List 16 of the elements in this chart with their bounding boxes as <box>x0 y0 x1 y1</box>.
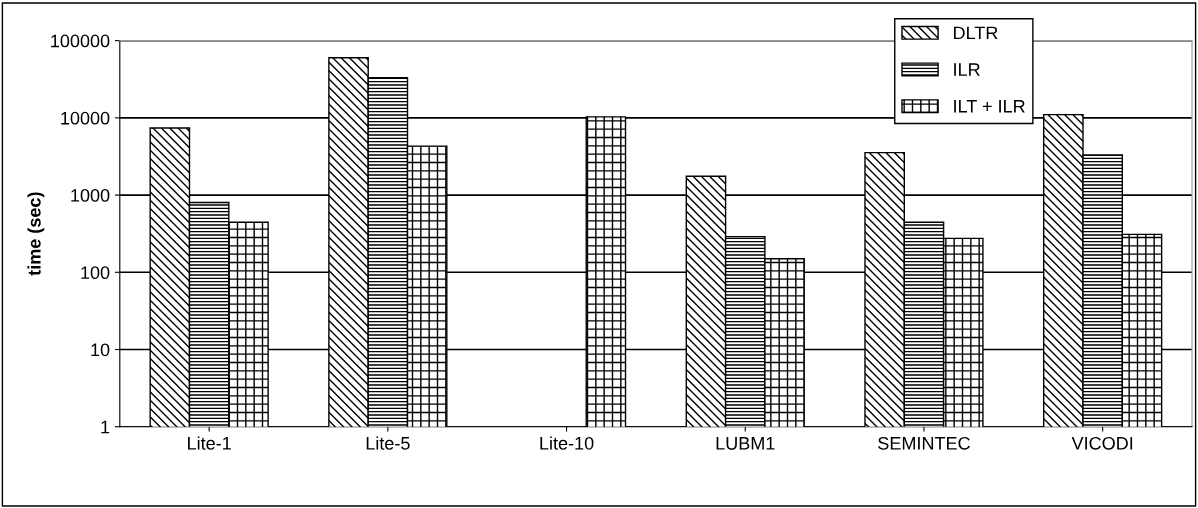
legend-label: ILT + ILR <box>954 100 1025 113</box>
y-tick-label: 1 <box>101 420 110 434</box>
y-tick-label: 100000 <box>51 34 110 48</box>
y-axis-title: time (sec) <box>27 192 45 276</box>
x-tick-label: Lite-10 <box>540 436 594 450</box>
x-tick-label: VICODI <box>1071 436 1133 450</box>
y-tick-label: 10000 <box>61 111 110 125</box>
legend-label: ILR <box>954 63 980 76</box>
legend-label: DLTR <box>954 26 998 40</box>
x-tick-label: Lite-1 <box>188 436 231 450</box>
x-tick-label: SEMINTEC <box>878 436 970 450</box>
y-tick-label: 10 <box>91 343 110 357</box>
y-tick-label: 100 <box>81 266 110 280</box>
y-tick-label: 1000 <box>71 189 110 202</box>
x-tick-label: Lite-5 <box>366 436 410 450</box>
x-tick-label: LUBM1 <box>716 437 775 450</box>
